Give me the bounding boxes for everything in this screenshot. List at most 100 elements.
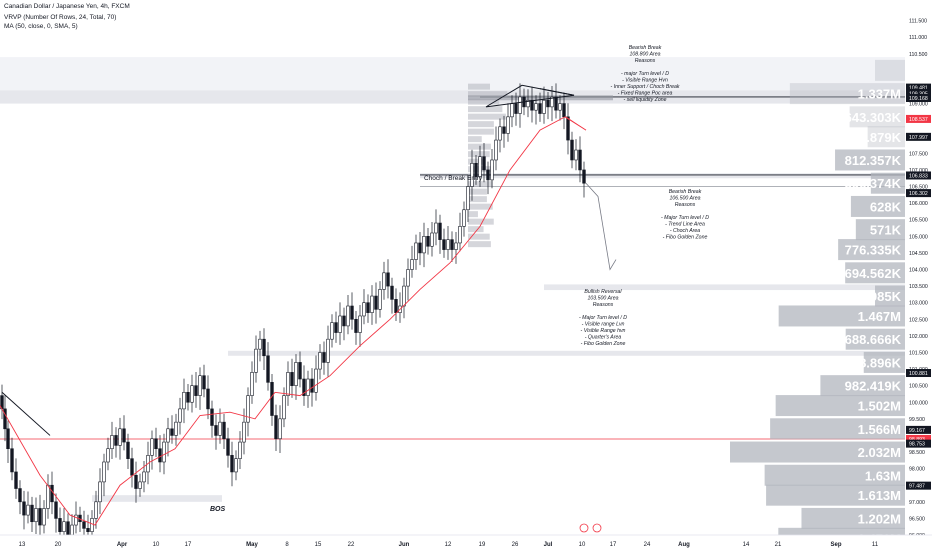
fixed-range-profile-bar bbox=[468, 106, 503, 113]
fixed-range-profile-bar bbox=[468, 136, 482, 143]
volume-profile-label: 1.202M bbox=[858, 511, 901, 526]
y-tick-label: 106.500 bbox=[909, 185, 928, 191]
bearish-break-2-line: - Trend Line Area bbox=[665, 222, 705, 228]
volume-profile-label: 688.666K bbox=[845, 332, 902, 347]
candle-body bbox=[266, 355, 270, 383]
fixed-range-profile-bar bbox=[468, 211, 478, 218]
candle-body bbox=[222, 421, 226, 440]
candle-body bbox=[70, 524, 74, 536]
candle-body bbox=[542, 99, 546, 114]
candle-body bbox=[254, 348, 258, 373]
candle-body bbox=[182, 391, 186, 410]
x-tick-label: 10 bbox=[153, 542, 160, 548]
candle-body bbox=[578, 149, 582, 171]
event-badge bbox=[579, 523, 589, 533]
candle-body bbox=[234, 458, 238, 473]
x-tick-label: 17 bbox=[185, 542, 192, 548]
bearish-break-1-line: - major Turn level / D bbox=[621, 71, 669, 77]
bullish-reversal-line: Bullish Reversal bbox=[584, 289, 622, 295]
price-tag-label: 99.167 bbox=[909, 428, 925, 434]
candle-body bbox=[330, 322, 334, 340]
x-tick-label: 8 bbox=[285, 542, 289, 548]
volume-profile-label: 643.303K bbox=[845, 110, 902, 125]
candle-body bbox=[374, 295, 378, 310]
candle-body bbox=[174, 421, 178, 436]
volume-profile-label: 694.562K bbox=[845, 266, 902, 281]
x-tick-label: Aug bbox=[678, 542, 690, 548]
x-tick-label: 15 bbox=[315, 542, 322, 548]
bullish-reversal-line: - Quarter's Area bbox=[585, 335, 622, 341]
candle-body bbox=[106, 448, 110, 463]
candle-body bbox=[186, 391, 190, 403]
candle-body bbox=[194, 385, 198, 396]
y-tick-label: 100.000 bbox=[909, 400, 928, 406]
candle-body bbox=[478, 156, 482, 177]
candle-body bbox=[342, 315, 346, 327]
volume-profile-label: 1.613M bbox=[858, 488, 901, 503]
candle-body bbox=[538, 103, 542, 114]
y-tick-label: 105.500 bbox=[909, 218, 928, 224]
candle-body bbox=[262, 338, 266, 357]
y-tick-label: 105.000 bbox=[909, 234, 928, 240]
y-tick-label: 97.000 bbox=[909, 500, 925, 506]
volume-profile-bar bbox=[766, 484, 905, 506]
volume-profile-label: 812.357K bbox=[845, 153, 902, 168]
candle-body bbox=[490, 159, 494, 181]
price-tag bbox=[906, 369, 931, 378]
volume-profile-bar bbox=[845, 328, 905, 350]
candle-body bbox=[6, 428, 10, 450]
candle-body bbox=[482, 156, 486, 171]
vrvp-indicator-label[interactable]: VRVP (Number Of Rows, 24, Total, 70) bbox=[4, 14, 117, 21]
volume-profile-label: 776.335K bbox=[845, 243, 902, 258]
volume-profile-label: 982.419K bbox=[845, 379, 902, 394]
price-tag-label: 109.481 bbox=[909, 86, 928, 92]
candle-body bbox=[46, 484, 50, 509]
candle-body bbox=[34, 508, 38, 523]
candle-body bbox=[98, 481, 102, 503]
candle-body bbox=[486, 169, 490, 181]
volume-profile-label: 1.337M bbox=[858, 87, 901, 102]
bearish-break-2-line: Bearish Break bbox=[669, 189, 702, 195]
triangle-upper-edge bbox=[539, 88, 575, 96]
candle-body bbox=[570, 139, 574, 161]
chart-title: Canadian Dollar / Japanese Yen, 4h, FXCM bbox=[4, 3, 130, 10]
bearish-break-2-line: - Major Turn level / D bbox=[661, 215, 709, 221]
candle-body bbox=[298, 362, 302, 380]
volume-profile-label: 1.63M bbox=[865, 468, 901, 483]
candle-body bbox=[282, 395, 286, 420]
candle-body bbox=[454, 242, 458, 250]
candle-body bbox=[514, 103, 518, 114]
fixed-range-profile-bar bbox=[468, 128, 494, 135]
bullish-reversal-line: Reasons bbox=[593, 302, 614, 308]
candle-body bbox=[270, 382, 274, 416]
candle-body bbox=[438, 222, 442, 240]
candle-body bbox=[242, 421, 246, 443]
volume-profile-bar bbox=[789, 83, 905, 105]
volume-profile-bar bbox=[863, 351, 905, 373]
volume-profile-bar bbox=[838, 239, 905, 261]
ma-indicator-label[interactable]: MA (50, close, 0, SMA, 5) bbox=[4, 23, 78, 30]
candle-body bbox=[118, 428, 122, 446]
candle-body bbox=[434, 222, 438, 234]
bullish-reversal-line: - Visible range Lvn bbox=[582, 322, 625, 328]
candle-body bbox=[546, 99, 550, 108]
candle-body bbox=[302, 378, 306, 396]
bullish-reversal-line: - Fibo Golden Zone bbox=[581, 341, 626, 347]
bearish-break-2-line: 106.500 Area bbox=[670, 196, 701, 202]
volume-profile-bar bbox=[775, 395, 905, 417]
volume-profile-bar bbox=[770, 418, 905, 440]
volume-profile-bar bbox=[801, 507, 905, 529]
candle-body bbox=[406, 269, 410, 287]
candle-body bbox=[190, 385, 194, 403]
y-tick-label: 109.000 bbox=[909, 102, 928, 108]
y-tick-label: 101.500 bbox=[909, 350, 928, 356]
volume-profile-label: 396.374K bbox=[845, 176, 902, 191]
volume-profile-bar bbox=[870, 172, 905, 194]
candle-body bbox=[466, 186, 470, 211]
candle-body bbox=[318, 352, 322, 370]
candle-body bbox=[510, 103, 514, 118]
volume-profile-bar bbox=[764, 464, 905, 486]
candle-body bbox=[58, 518, 62, 532]
fixed-range-profile-bar bbox=[468, 98, 500, 105]
